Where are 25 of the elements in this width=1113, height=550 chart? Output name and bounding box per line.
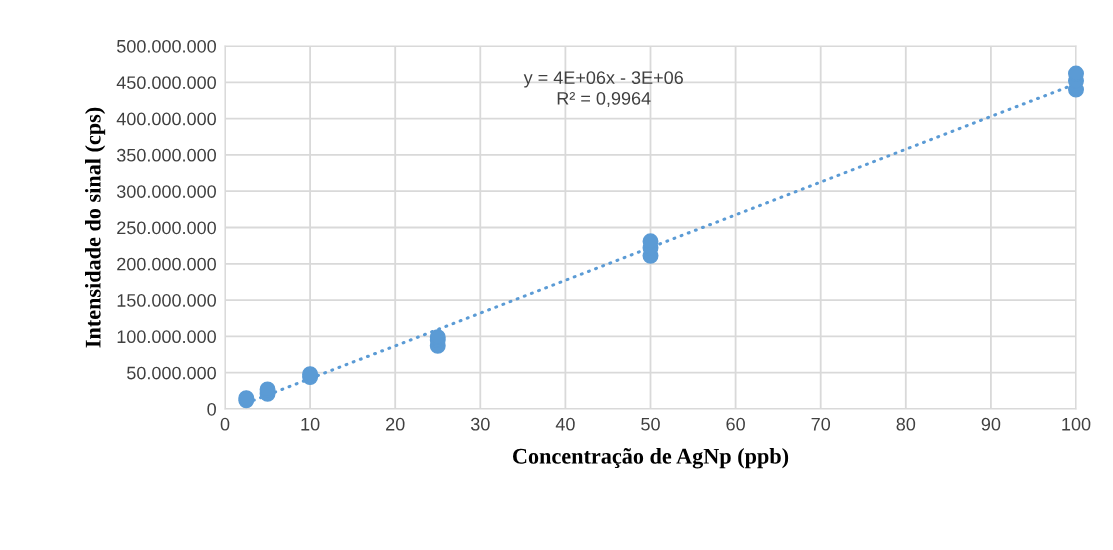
x-tick-label: 30 (470, 417, 490, 431)
x-tick-label: 40 (555, 417, 575, 431)
x-axis-title: Concentração de AgNp (ppb) (513, 448, 789, 469)
x-tick-label: 0 (220, 417, 230, 431)
y-axis-title: Intensidade do sinal (cps) (85, 107, 106, 348)
x-tick-label: 90 (981, 417, 1001, 431)
x-tick-label: 70 (811, 417, 831, 431)
y-tick-label: 350.000.000 (116, 148, 216, 162)
y-tick-label: 500.000.000 (116, 39, 216, 53)
x-tick-label: 80 (896, 417, 916, 431)
y-tick-label: 300.000.000 (116, 185, 216, 198)
x-tick-label: 20 (386, 417, 405, 431)
y-tick-label: 450.000.000 (116, 76, 216, 90)
y-tick-label: 50.000.000 (127, 366, 216, 380)
y-tick-label: 150.000.000 (117, 294, 216, 307)
x-tick-label: 100 (1062, 417, 1091, 431)
x-tick-label: 10 (301, 417, 320, 431)
x-tick-label: 60 (726, 417, 745, 431)
y-tick-label: 100.000.000 (117, 330, 216, 344)
x-tick-label: 50 (641, 417, 660, 431)
annotation: y = 4E+06x - 3E+06 R² = 0,9964 (523, 71, 683, 107)
y-tick-label: 250.000.000 (117, 221, 216, 235)
y-tick-label: 0 (207, 402, 216, 416)
y-tick-label: 200.000.000 (117, 257, 216, 271)
y-tick-label: 400.000.000 (116, 112, 216, 126)
